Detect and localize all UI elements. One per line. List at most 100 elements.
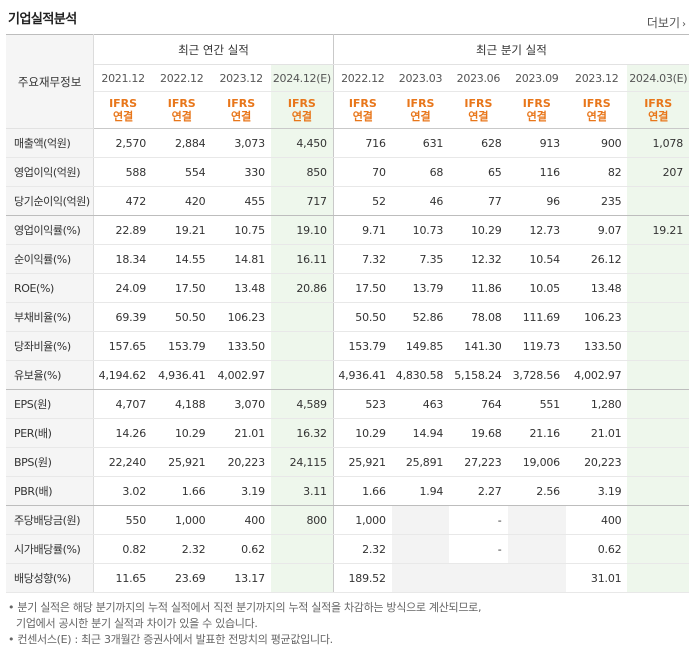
basis-scope: 연결	[112, 110, 134, 123]
table-cell: 3.19	[565, 476, 628, 506]
table-cell	[627, 244, 689, 274]
section-title: 기업실적분석	[8, 12, 77, 27]
table-cell: 69.39	[93, 302, 153, 332]
table-cell: 4,450	[270, 128, 334, 158]
table-cell: 18.34	[93, 244, 153, 274]
period-header: 2022.12	[152, 64, 212, 92]
table-cell: 46	[391, 186, 450, 216]
table-cell: 13.17	[211, 563, 271, 593]
table-cell: 52.86	[391, 302, 450, 332]
table-cell: 2.32	[333, 534, 392, 564]
table-cell: 21.01	[211, 418, 271, 448]
table-cell: 716	[333, 128, 392, 158]
table-cell: 119.73	[507, 331, 566, 361]
table-cell: 4,830.58	[391, 360, 450, 390]
table-cell: 26.12	[565, 244, 628, 274]
table-cell: 24.09	[93, 273, 153, 303]
table-cell: 4,707	[93, 389, 153, 419]
table-cell: 472	[93, 186, 153, 216]
table-cell: 14.94	[391, 418, 450, 448]
period-header: 2023.09	[507, 64, 566, 92]
table-cell: 10.05	[507, 273, 566, 303]
table-cell: 588	[93, 157, 153, 187]
footnote-1: • 분기 실적은 해당 분기까지의 누적 실적에서 직전 분기까지의 누적 실적…	[8, 601, 482, 614]
table-cell: 0.82	[93, 534, 153, 564]
basis-standard: IFRS	[582, 97, 611, 110]
table-cell: 3,728.56	[507, 360, 566, 390]
table-cell: 22,240	[93, 447, 153, 477]
table-cell: 631	[391, 128, 450, 158]
table-cell	[391, 563, 450, 593]
basis-scope: 연결	[291, 110, 312, 123]
annual-group-header: 최근 연간 실적	[93, 34, 334, 65]
table-cell	[270, 534, 334, 564]
table-cell: 50.50	[333, 302, 392, 332]
table-cell: 0.62	[211, 534, 271, 564]
table-cell: 551	[507, 389, 566, 419]
table-cell: 19.21	[627, 215, 689, 245]
table-cell	[627, 563, 689, 593]
table-cell: 900	[565, 128, 628, 158]
table-row: 영업이익률(%) 22.89 19.21 10.75 19.10 9.71 10.73 10.…	[6, 215, 689, 245]
table-cell: 550	[93, 505, 153, 535]
table-cell: 1.66	[152, 476, 212, 506]
row-label: 유보율(%)	[6, 360, 95, 390]
table-cell: 4,002.97	[211, 360, 271, 390]
footnotes: • 분기 실적은 해당 분기까지의 누적 실적에서 직전 분기까지의 누적 실적…	[8, 600, 482, 648]
table-cell	[627, 302, 689, 332]
table-cell	[627, 505, 689, 535]
basis-header: IFRS 연결	[270, 91, 334, 129]
table-cell	[627, 418, 689, 448]
basis-standard: IFRS	[348, 97, 377, 110]
table-cell: 628	[449, 128, 508, 158]
table-cell: 764	[449, 389, 508, 419]
table-cell: 68	[391, 157, 450, 187]
table-cell	[270, 360, 334, 390]
table-cell	[627, 389, 689, 419]
table-cell: 2.32	[152, 534, 212, 564]
table-cell: 24,115	[270, 447, 334, 477]
basis-header-row: IFRS 연결 IFRS 연결 IFRS 연결 IFRS 연결 IFRS 연결 IFRS 연결 IFRS…	[6, 91, 689, 129]
period-header: 2024.12(E)	[270, 64, 334, 92]
period-header: 2023.12	[565, 64, 628, 92]
table-cell: 78.08	[449, 302, 508, 332]
table-cell: 19.10	[270, 215, 334, 245]
table-row: 시가배당률(%) 0.82 2.32 0.62 2.32-0.62	[6, 534, 689, 564]
table-cell: 11.65	[93, 563, 153, 593]
table-cell	[391, 505, 450, 535]
table-cell: 17.50	[333, 273, 392, 303]
more-link[interactable]: 더보기 ›	[647, 14, 686, 31]
table-row: 당기순이익(억원) 472 420 455 717 52 46 77 96 235	[6, 186, 689, 216]
row-label: BPS(원)	[6, 447, 95, 477]
table-cell: 207	[627, 157, 689, 187]
table-cell: 27,223	[449, 447, 508, 477]
table-cell: 3,073	[211, 128, 271, 158]
table-cell: 330	[211, 157, 271, 187]
table-cell: 50.50	[152, 302, 212, 332]
table-cell: 1,000	[152, 505, 212, 535]
row-label: 영업이익률(%)	[6, 215, 95, 245]
footnote-3: • 컨센서스(E) : 최근 3개월간 증권사에서 발표한 전망치의 평균값입니…	[8, 633, 333, 646]
basis-scope: 연결	[648, 110, 669, 123]
table-cell: 2,570	[93, 128, 153, 158]
table-cell	[627, 447, 689, 477]
table-cell: 19.21	[152, 215, 212, 245]
basis-scope: 연결	[526, 110, 547, 123]
table-cell: 10.73	[391, 215, 450, 245]
row-label: ROE(%)	[6, 273, 95, 303]
table-row: 유보율(%) 4,194.62 4,936.41 4,002.97 4,936.41 4,…	[6, 360, 689, 390]
basis-standard: IFRS	[522, 97, 551, 110]
footnote-2: 기업에서 공시한 분기 실적과 차이가 있을 수 있습니다.	[16, 617, 258, 630]
row-label: 시가배당률(%)	[6, 534, 95, 564]
table-cell: 22.89	[93, 215, 153, 245]
table-cell: 20,223	[565, 447, 628, 477]
table-cell	[627, 331, 689, 361]
table-cell	[391, 534, 450, 564]
table-cell: 12.73	[507, 215, 566, 245]
table-cell: 850	[270, 157, 334, 187]
table-cell	[270, 331, 334, 361]
basis-header: IFRS 연결	[391, 91, 450, 129]
basis-scope: 연결	[586, 110, 607, 123]
table-cell	[627, 360, 689, 390]
chevron-right-icon: ›	[682, 19, 686, 30]
